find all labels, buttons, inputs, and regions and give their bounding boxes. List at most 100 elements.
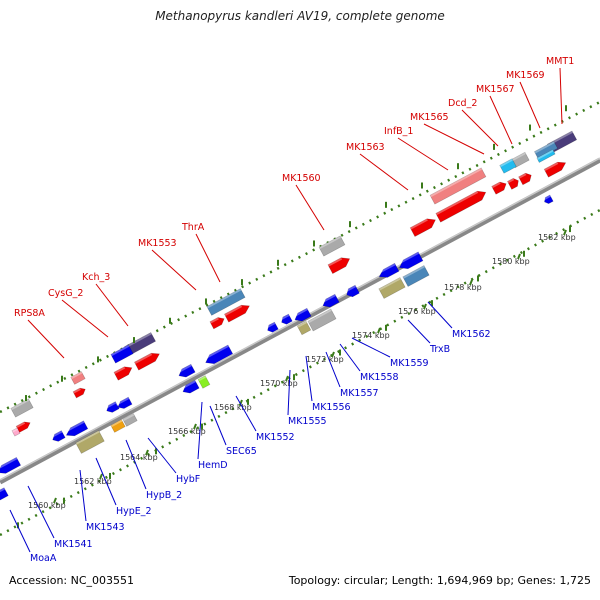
trna-feature[interactable]: [318, 235, 346, 257]
forward-cds[interactable]: [435, 188, 488, 223]
misc-feature[interactable]: [536, 149, 556, 163]
tick-label: 1560 kbp: [28, 501, 66, 510]
tick-label: 1576 kbp: [398, 307, 436, 316]
trna-feature[interactable]: [70, 371, 86, 385]
misc-feature[interactable]: [75, 430, 105, 454]
gene-label[interactable]: CysG_2: [48, 288, 83, 299]
reverse-cds[interactable]: [377, 262, 400, 280]
leader-line: [235, 395, 257, 432]
leader-line: [351, 337, 391, 358]
leader-line: [339, 343, 361, 372]
tick-mark: [99, 473, 103, 480]
reverse-cds[interactable]: [180, 379, 200, 395]
gene-label[interactable]: SEC65: [226, 446, 257, 457]
leader-line: [9, 509, 31, 553]
forward-cds[interactable]: [209, 315, 226, 330]
gene-label[interactable]: MK1559: [390, 358, 429, 369]
tick-label: 1574 kbp: [352, 331, 390, 340]
misc-feature[interactable]: [122, 413, 138, 427]
reverse-cds[interactable]: [0, 487, 9, 503]
leader-line: [305, 355, 313, 402]
leader-line: [461, 109, 499, 147]
reverse-cds[interactable]: [279, 313, 293, 326]
forward-cds[interactable]: [327, 254, 352, 275]
forward-cds[interactable]: [409, 215, 438, 237]
reverse-cds[interactable]: [203, 344, 234, 367]
gene-label[interactable]: MK1552: [256, 432, 295, 443]
gene-label[interactable]: InfB_1: [384, 126, 413, 137]
gene-label[interactable]: Kch_3: [82, 272, 110, 283]
misc-feature[interactable]: [206, 288, 246, 316]
leader-line: [197, 401, 203, 460]
reverse-cds[interactable]: [176, 363, 196, 379]
gene-label[interactable]: HemD: [198, 460, 228, 471]
rrna-feature[interactable]: [429, 167, 487, 205]
gene-label[interactable]: MK1556: [312, 402, 351, 413]
gene-label[interactable]: MK1543: [86, 522, 125, 533]
gene-label[interactable]: MK1567: [476, 84, 515, 95]
misc-feature[interactable]: [499, 158, 517, 174]
forward-cds[interactable]: [491, 180, 509, 195]
misc-feature[interactable]: [402, 265, 430, 287]
gene-label[interactable]: MK1569: [506, 70, 545, 81]
gene-label[interactable]: RPS8A: [14, 308, 45, 319]
reverse-cds[interactable]: [397, 251, 424, 272]
misc-feature[interactable]: [296, 320, 312, 336]
tick-mark: [145, 449, 149, 456]
tick-mark: [423, 303, 427, 310]
forward-cds[interactable]: [507, 177, 520, 190]
gene-label[interactable]: MK1558: [360, 372, 399, 383]
forward-cds[interactable]: [134, 350, 161, 371]
leader-line: [79, 469, 87, 522]
misc-feature[interactable]: [197, 375, 211, 389]
reverse-cds[interactable]: [104, 401, 120, 415]
gene-label[interactable]: MK1562: [452, 329, 491, 340]
forward-cds[interactable]: [224, 302, 251, 323]
tick-mark: [285, 375, 289, 382]
misc-feature[interactable]: [307, 308, 337, 332]
gene-label[interactable]: MoaA: [30, 553, 57, 564]
accession-text: Accession: NC_003551: [9, 574, 135, 587]
reverse-cds[interactable]: [320, 293, 340, 309]
reverse-cds[interactable]: [265, 321, 279, 334]
tick-mark: [193, 423, 197, 430]
leader-line: [147, 437, 177, 474]
gene-label[interactable]: TrxB: [429, 344, 450, 355]
reverse-cds[interactable]: [0, 456, 22, 476]
leader-line: [95, 283, 129, 327]
gene-label[interactable]: HypB_2: [146, 490, 182, 501]
gene-label[interactable]: Dcd_2: [448, 98, 477, 109]
forward-cds[interactable]: [543, 159, 568, 178]
forward-cds[interactable]: [72, 386, 87, 399]
gene-label[interactable]: MK1565: [410, 112, 449, 123]
reverse-cds[interactable]: [115, 396, 133, 411]
gene-label[interactable]: MK1563: [346, 142, 385, 153]
reverse-cds[interactable]: [542, 194, 554, 205]
topology-text: Topology: circular; Length: 1,694,969 bp…: [288, 574, 591, 587]
gene-label[interactable]: MK1560: [282, 173, 321, 184]
forward-cds[interactable]: [113, 364, 134, 381]
gene-label[interactable]: MMT1: [546, 56, 574, 67]
gene-label[interactable]: MK1541: [54, 539, 93, 550]
reverse-cds[interactable]: [344, 284, 360, 299]
gene-label[interactable]: ThrA: [181, 222, 205, 233]
misc-feature[interactable]: [534, 140, 558, 160]
gene-label[interactable]: HypE_2: [116, 506, 152, 517]
gene-label[interactable]: HybF: [176, 474, 200, 485]
reverse-cds[interactable]: [292, 307, 312, 323]
misc-feature[interactable]: [110, 419, 126, 433]
gene-label[interactable]: MK1557: [340, 388, 379, 399]
forward-cds[interactable]: [15, 420, 32, 433]
tick-label: 1572 kbp: [306, 355, 344, 364]
misc-feature[interactable]: [110, 344, 134, 364]
reverse-cds[interactable]: [64, 420, 89, 439]
reverse-cds[interactable]: [50, 430, 66, 444]
gene-label[interactable]: MK1553: [138, 238, 177, 249]
misc-feature[interactable]: [11, 427, 21, 437]
trna-feature[interactable]: [10, 398, 34, 418]
gene-label[interactable]: MK1555: [288, 416, 327, 427]
misc-feature[interactable]: [378, 277, 406, 299]
forward-cds[interactable]: [518, 171, 534, 186]
